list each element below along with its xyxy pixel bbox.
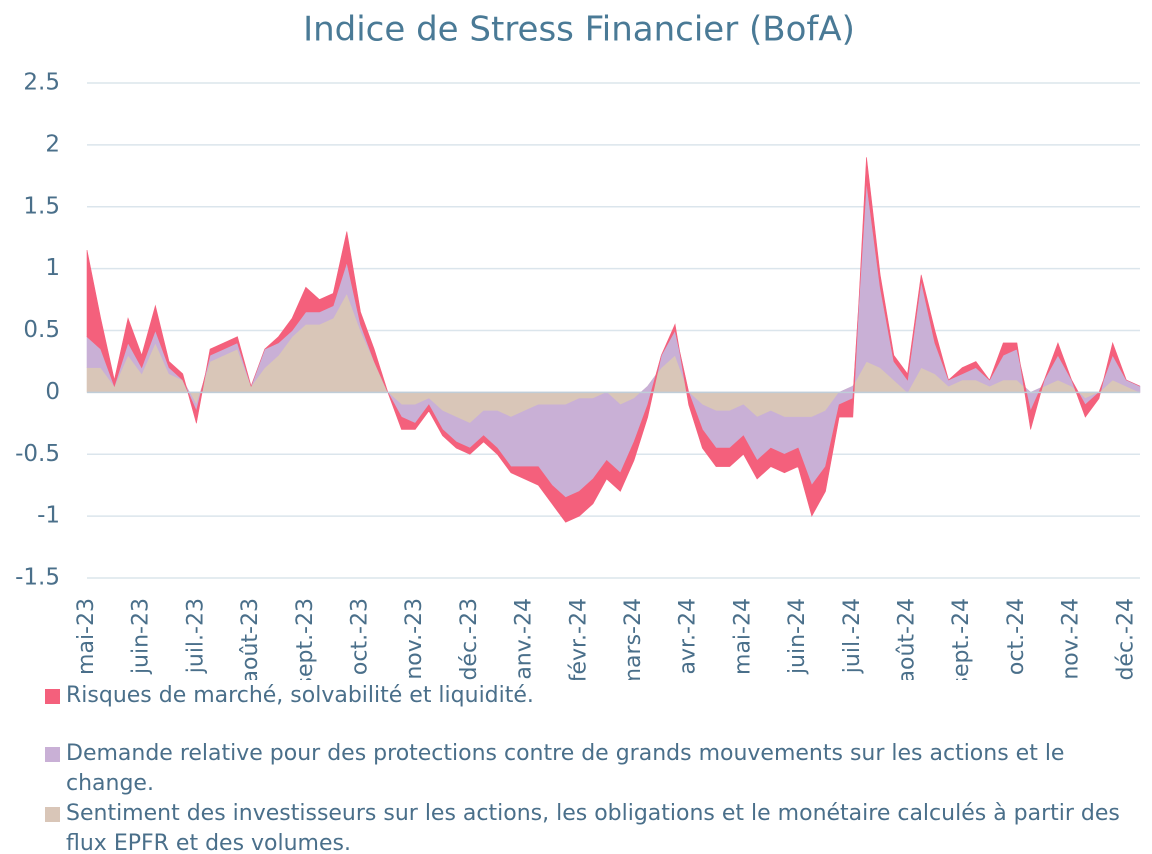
legend-label: Sentiment des investisseurs sur les acti… [66, 801, 1120, 854]
y-tick-label: 1.5 [23, 193, 60, 219]
x-tick-label: sept.-23 [293, 598, 318, 680]
y-tick-label: -1.5 [15, 565, 60, 591]
legend-label: Risques de marché, solvabilité et liquid… [66, 683, 534, 708]
x-tick-label: juil.-23 [183, 598, 208, 674]
x-tick-label: juin-23 [129, 598, 154, 675]
legend-item: Sentiment des investisseurs sur les acti… [45, 799, 1150, 854]
x-tick-label: nov.-23 [402, 598, 427, 680]
x-tick-label: nov.-24 [1059, 598, 1084, 680]
area [86, 181, 1141, 498]
x-tick-label: avr.-24 [676, 598, 701, 674]
y-tick-label: 0 [45, 379, 60, 405]
x-tick-label: sept.-24 [949, 598, 974, 680]
legend-item: Risques de marché, solvabilité et liquid… [45, 681, 1150, 711]
x-tick-label: août-24 [895, 598, 920, 680]
x-tick-label: déc.-24 [1113, 598, 1138, 680]
x-tick-label: mai-23 [74, 598, 99, 675]
x-tick-label: oct.-23 [348, 598, 373, 675]
grid [87, 82, 1140, 579]
x-tick-label: juil.-24 [840, 598, 865, 674]
y-tick-label: 2 [45, 131, 60, 157]
x-tick-label: juin-24 [785, 598, 810, 675]
y-tick-label: -1 [37, 503, 60, 529]
x-tick-label: févr.-24 [566, 598, 591, 680]
legend-swatch [45, 747, 60, 762]
x-tick-label: août-23 [238, 598, 263, 680]
y-tick-label: 0.5 [23, 317, 60, 343]
y-tick-label: 2.5 [23, 70, 60, 96]
x-tick-label: mars-24 [621, 598, 646, 680]
legend-label: Demande relative pour des protections co… [66, 741, 1065, 796]
x-tick-label: oct.-24 [1004, 598, 1029, 675]
chart-title: Indice de Stress Financier (BofA) [303, 10, 855, 50]
legend-swatch [45, 689, 60, 704]
x-tick-label: janv.-24 [512, 598, 537, 680]
x-tick-label: déc.-23 [457, 598, 482, 680]
legend-swatch [45, 807, 60, 822]
y-tick-label: -0.5 [15, 441, 60, 467]
chart: Indice de Stress Financier (BofA) -1.5 -1… [15, 10, 1141, 680]
y-tick-label: 1 [45, 255, 60, 281]
x-tick-label: mai-24 [730, 598, 755, 675]
legend-item: Demande relative pour des protections co… [45, 739, 1150, 799]
area [86, 157, 1141, 523]
legend: Risques de marché, solvabilité et liquid… [45, 681, 1150, 854]
